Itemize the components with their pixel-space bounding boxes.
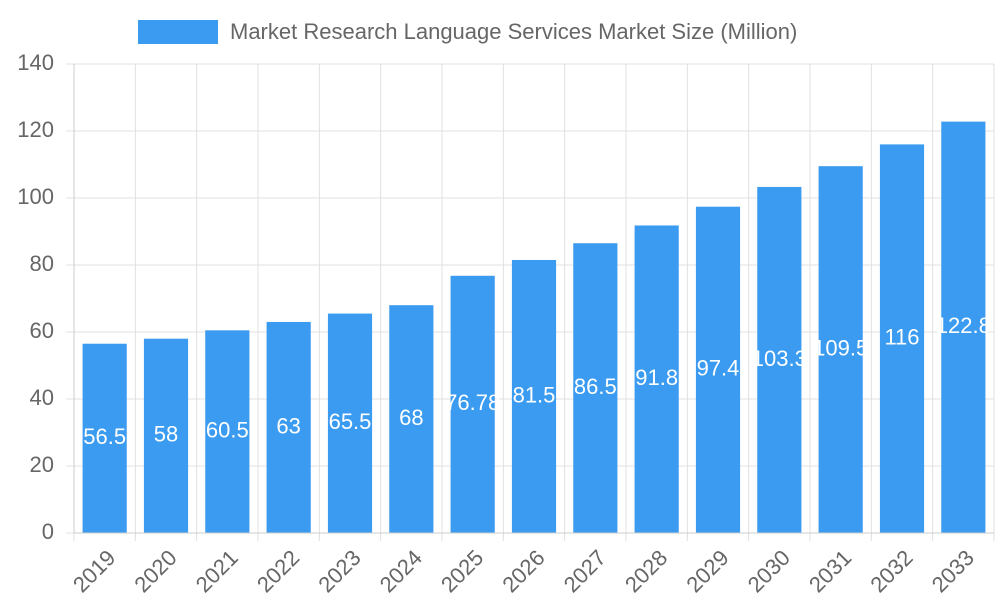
bar [450,275,495,533]
data-label: 97.4 [697,356,740,381]
y-tick-label: 0 [42,519,54,544]
data-label: 103.3 [752,346,807,371]
x-tick-label: 2031 [804,545,856,597]
data-label: 91.8 [635,365,678,390]
x-tick-label: 2033 [927,545,979,597]
x-tick-label: 2023 [313,545,365,597]
data-label: 65.5 [329,409,372,434]
bar [695,206,741,533]
x-tick-label: 2029 [681,545,733,597]
data-label: 76.78 [445,390,500,415]
bar [143,338,189,533]
x-tick-label: 2024 [375,545,427,597]
x-tick-label: 2027 [559,545,611,597]
bar [82,343,127,533]
x-tick-label: 2022 [252,545,304,597]
data-label: 56.5 [83,424,126,449]
bar [634,225,679,533]
x-tick-label: 2028 [620,545,672,597]
legend-label: Market Research Language Services Market… [230,19,797,44]
y-tick-label: 100 [17,184,54,209]
y-tick-label: 120 [17,117,54,142]
bar [266,321,311,533]
data-label: 63 [276,413,300,438]
x-tick-label: 2019 [68,545,120,597]
bar [818,166,863,534]
data-label: 116 [884,325,919,350]
bar [327,313,373,533]
data-label: 109.5 [813,335,868,360]
data-label: 60.5 [206,417,249,442]
data-label: 58 [154,422,178,447]
data-label: 68 [399,405,423,430]
data-label: 81.5 [513,382,556,407]
bar [389,305,434,533]
bar [941,121,986,534]
y-tick-label: 80 [30,251,54,276]
x-tick-label: 2025 [436,545,488,597]
legend-swatch [138,20,218,44]
x-tick-label: 2021 [191,545,243,597]
y-tick-label: 140 [17,50,54,75]
y-tick-label: 60 [30,318,54,343]
x-tick-label: 2026 [497,545,549,597]
data-label: 86.5 [574,374,617,399]
bar [879,144,925,533]
data-label: 122.8 [936,313,991,338]
x-tick-label: 2020 [129,545,181,597]
y-tick-label: 40 [30,385,54,410]
bar [573,243,618,533]
x-tick-label: 2030 [743,545,795,597]
bar [205,330,250,533]
x-tick-label: 2032 [865,545,917,597]
bar [511,259,557,533]
y-tick-label: 20 [30,452,54,477]
bar [757,186,802,533]
